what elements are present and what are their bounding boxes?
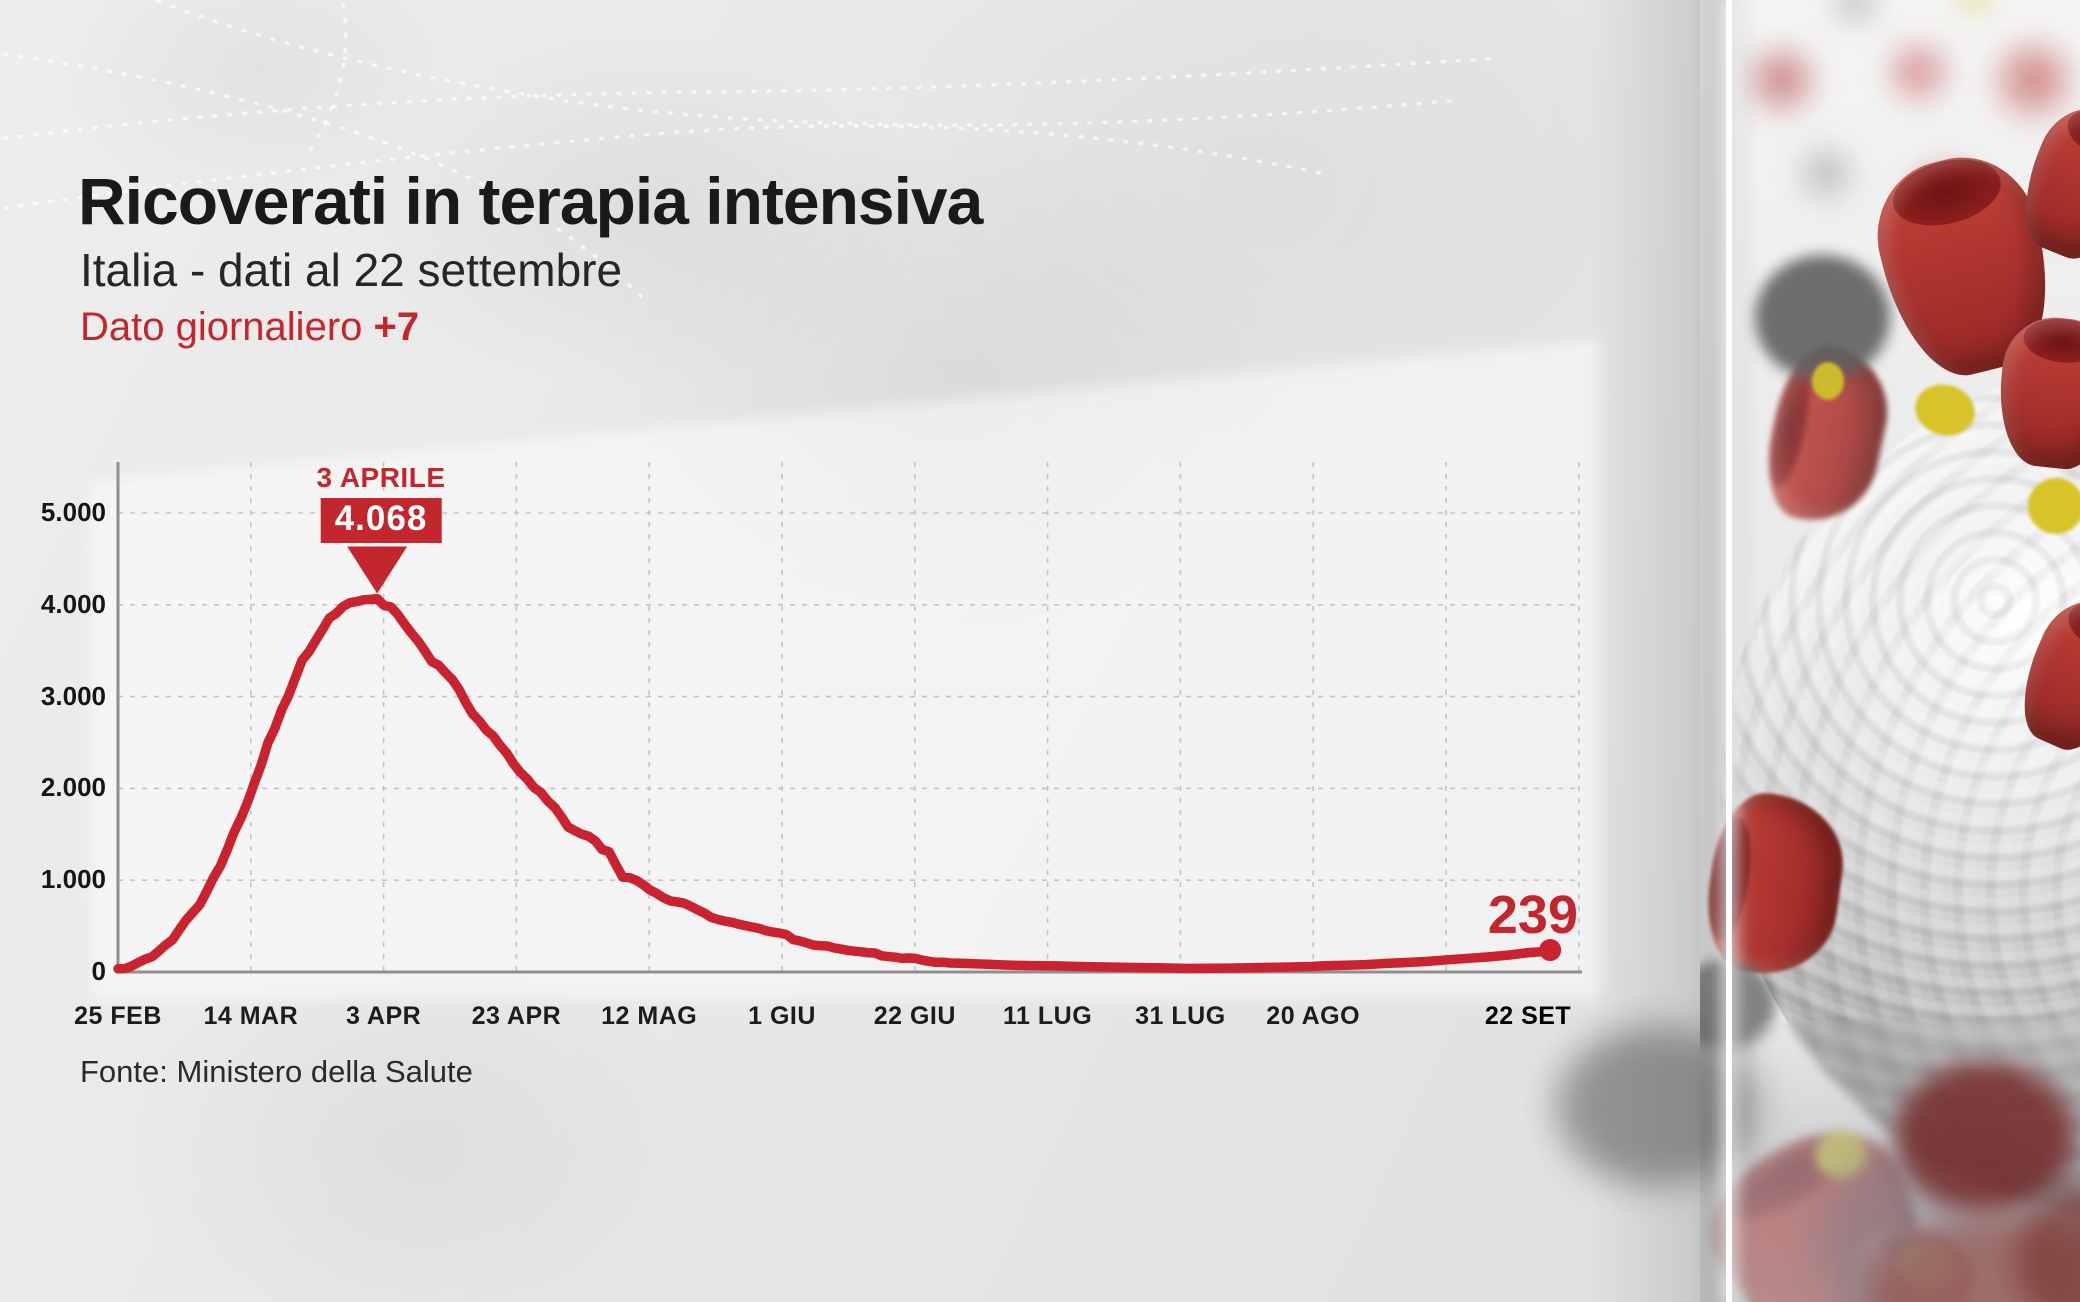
x-tick-label: 25 FEB: [74, 1002, 162, 1030]
peak-date-label: 3 APRILE: [316, 462, 446, 493]
series-end-dot: [1539, 939, 1562, 962]
virus-yellow-protein: [2028, 478, 2080, 534]
daily-delta-label: Dato giornaliero: [80, 305, 363, 349]
daily-delta-value: +7: [373, 305, 420, 349]
latest-value-label: 239: [1487, 885, 1578, 945]
page-subtitle: Italia - dati al 22 settembre: [80, 244, 623, 296]
x-tick-label: 14 MAR: [203, 1002, 299, 1030]
virus-yellow-protein: [1812, 362, 1844, 400]
page-title: Ricoverati in terapia intensiva: [78, 164, 983, 238]
peak-value-badge: 4.068: [320, 498, 442, 543]
fold-shadow: [1590, 0, 1726, 1302]
virus-illustration: [1700, 0, 2080, 1302]
x-tick-label: 22 GIU: [873, 1002, 956, 1030]
y-tick-label: 4.000: [40, 588, 106, 619]
virus-grey-spike: [1755, 255, 1890, 380]
chart-plot: [113, 462, 1582, 974]
y-tick-label: 5.000: [40, 497, 106, 527]
y-tick-label: 3.000: [40, 680, 106, 711]
x-tick-label: 23 APR: [471, 1002, 562, 1030]
chart-highlight-wedge: [92, 340, 1600, 998]
x-tick-label: 1 GIU: [748, 1002, 816, 1030]
blurred-dark-blob: [1556, 1026, 1756, 1186]
y-tick-label: 1.000: [40, 864, 106, 895]
x-tick-label: 3 APR: [345, 1002, 422, 1030]
source-note: Fonte: Ministero della Salute: [80, 1054, 473, 1089]
peak-marker-triangle-icon: [347, 546, 408, 594]
map-flight-paths: [0, 0, 1502, 307]
daily-delta-line: Dato giornaliero +7: [80, 305, 419, 350]
fold-shadow: [1732, 0, 1760, 1302]
x-tick-label: 22 SET: [1484, 1002, 1572, 1030]
x-tick-label: 31 LUG: [1135, 1002, 1226, 1030]
x-tick-label: 11 LUG: [1003, 1002, 1093, 1030]
x-tick-label: 20 AGO: [1266, 1002, 1361, 1030]
x-tick-label: 12 MAG: [601, 1002, 698, 1030]
fold-highlight-line: [1726, 0, 1732, 1302]
series-line: [113, 593, 1555, 974]
blurred-red-blob: [1895, 1062, 2075, 1212]
y-tick-label: 0: [91, 956, 106, 986]
y-tick-label: 2.000: [40, 772, 106, 803]
